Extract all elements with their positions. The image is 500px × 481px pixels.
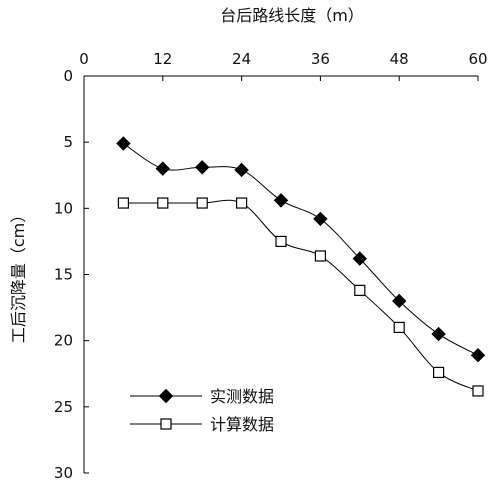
x-tick-label: 60 (468, 50, 487, 68)
data-point (431, 326, 446, 342)
legend-item: 计算数据 (130, 415, 274, 434)
legend-marker (160, 418, 172, 430)
legend-label: 实测数据 (210, 387, 274, 406)
y-tick-label: 30 (54, 464, 73, 481)
y-tick-label: 25 (54, 398, 73, 416)
series-2 (117, 197, 484, 397)
data-point (352, 251, 368, 266)
data-point (393, 321, 405, 334)
y-axis-title: 工后沉降量（cm） (9, 207, 28, 343)
data-point (354, 284, 366, 296)
data-point (275, 235, 287, 248)
x-tick-label: 12 (153, 50, 172, 68)
series-line (123, 199, 479, 392)
data-point (196, 197, 208, 209)
data-point (157, 197, 169, 209)
data-point (194, 160, 210, 175)
x-tick-label: 48 (390, 50, 409, 68)
data-point (236, 197, 248, 209)
data-point (313, 211, 328, 227)
y-tick-label: 5 (63, 133, 73, 151)
y-tick-label: 20 (54, 332, 73, 350)
series-line (123, 143, 479, 356)
data-point (234, 162, 249, 178)
data-point (117, 197, 130, 209)
data-point (391, 293, 407, 309)
legend-item: 实测数据 (130, 387, 274, 406)
series-layer (116, 136, 486, 397)
x-tick-label: 0 (79, 50, 89, 68)
series-1 (116, 136, 486, 363)
x-tick-label: 24 (232, 50, 251, 68)
data-point (314, 250, 326, 262)
axes: 0 12 24 36 48 60 0 5 10 15 20 25 30 (54, 50, 488, 481)
data-point (470, 348, 486, 363)
data-point (472, 385, 484, 397)
x-tick-label: 36 (311, 50, 330, 68)
data-point (116, 136, 131, 151)
data-point (273, 193, 289, 208)
data-point (433, 366, 445, 379)
y-tick-label: 10 (54, 199, 73, 217)
data-point (155, 161, 171, 176)
legend-label: 计算数据 (210, 415, 274, 434)
x-axis-title: 台后路线长度（m） (220, 6, 364, 25)
legend-marker (158, 388, 174, 404)
y-tick-label: 15 (54, 266, 73, 284)
y-tick-label: 0 (63, 67, 73, 85)
